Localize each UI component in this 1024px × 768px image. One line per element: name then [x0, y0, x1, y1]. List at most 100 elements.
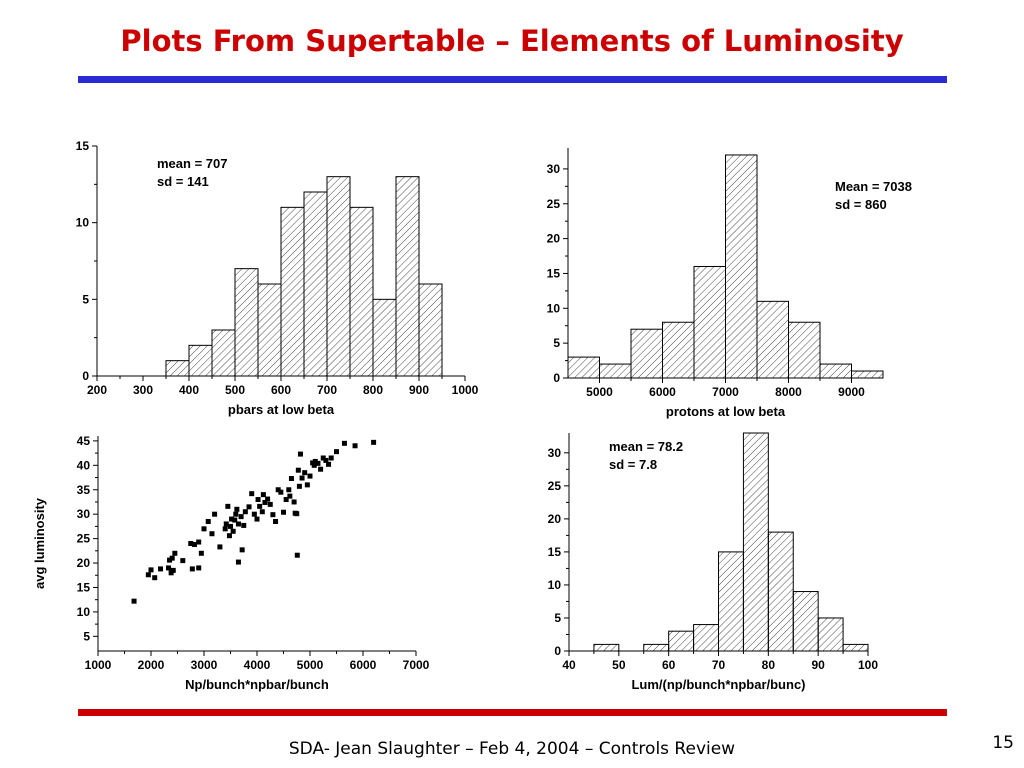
scatter-point: [260, 492, 266, 498]
y-tick-label: 35: [77, 483, 91, 497]
x-tick-label: 300: [133, 383, 153, 397]
scatter-point: [259, 509, 265, 515]
histogram-bar: [851, 370, 884, 379]
scatter-point: [294, 511, 300, 517]
histogram-bar: [725, 154, 758, 379]
scatter-point: [131, 598, 137, 604]
x-tick-label: 400: [179, 383, 199, 397]
title-divider: [78, 76, 947, 83]
x-tick-label: 7000: [712, 385, 739, 399]
histogram-bar: [326, 176, 351, 377]
scatter-point: [158, 566, 164, 572]
y-tick-label: 5: [553, 336, 560, 350]
scatter-point: [188, 541, 194, 546]
scatter-point: [152, 575, 158, 581]
y-tick-label: 10: [76, 216, 90, 230]
histogram-bar: [662, 321, 695, 379]
scatter-point: [246, 504, 252, 510]
stats-annotation: mean = 707: [157, 156, 227, 171]
y-tick-label: 30: [547, 162, 561, 176]
scatter-point: [222, 526, 228, 532]
scatter-point: [275, 487, 281, 493]
scatter-point: [315, 460, 321, 466]
histogram-bar: [372, 298, 397, 377]
x-tick-label: 900: [409, 383, 429, 397]
x-tick-label: 2000: [138, 658, 165, 672]
scatter-point: [273, 519, 279, 525]
scatter-point: [304, 482, 310, 488]
scatter-point: [287, 493, 293, 499]
x-tick-label: 50: [612, 658, 626, 672]
scatter-point: [235, 521, 241, 527]
scatter-point: [326, 461, 332, 467]
x-tick-label: 6000: [350, 658, 377, 672]
x-tick-label: 90: [811, 658, 825, 672]
scatter-point: [239, 547, 245, 553]
scatter-point: [267, 501, 273, 507]
scatter-point: [233, 511, 239, 517]
y-tick-label: 20: [548, 512, 562, 526]
stats-annotation: mean = 78.2: [609, 439, 683, 454]
scatter-point: [229, 516, 235, 522]
y-tick-label: 20: [77, 556, 91, 570]
x-axis-title: protons at low beta: [666, 404, 786, 419]
scatter-point: [217, 544, 223, 550]
y-tick-label: 10: [77, 605, 91, 619]
x-tick-label: 700: [317, 383, 337, 397]
y-tick-label: 20: [547, 232, 561, 246]
x-tick-label: 5000: [297, 658, 324, 672]
scatter-point: [295, 467, 301, 473]
scatter-point: [288, 476, 294, 482]
scatter-point: [241, 522, 247, 528]
scatter-point: [281, 509, 286, 515]
scatter-point: [262, 499, 268, 505]
scatter-point: [180, 558, 186, 564]
y-tick-label: 10: [548, 578, 562, 592]
scatter-point: [296, 483, 302, 489]
x-tick-label: 5000: [586, 385, 613, 399]
scatter-point: [265, 496, 271, 502]
scatter-point: [189, 566, 195, 572]
histogram-bar: [767, 531, 794, 652]
scatter-point: [307, 473, 313, 479]
slide-footer: SDA- Jean Slaughter – Feb 4, 2004 – Cont…: [288, 739, 736, 759]
x-tick-label: 80: [762, 658, 776, 672]
x-tick-label: 100: [858, 658, 878, 672]
footer-divider: [78, 709, 947, 716]
x-tick-label: 6000: [649, 385, 676, 399]
histogram-bar: [788, 321, 821, 379]
x-tick-label: 60: [662, 658, 676, 672]
histogram-bar: [842, 643, 869, 652]
scatter-point: [294, 552, 300, 558]
scatter-point: [223, 521, 229, 527]
histogram-bar: [693, 624, 719, 652]
histogram-bar: [349, 206, 374, 377]
page-number: 15: [992, 733, 1014, 753]
stats-annotation: sd = 7.8: [609, 457, 657, 472]
x-tick-label: 600: [271, 383, 291, 397]
scatter-point: [228, 523, 233, 529]
scatter-point: [232, 517, 238, 523]
x-tick-label: 1000: [452, 383, 479, 397]
scatter-point: [297, 451, 303, 457]
histogram-bar: [395, 176, 420, 377]
histogram-bar: [668, 630, 695, 652]
x-tick-label: 1000: [85, 658, 112, 672]
protons-histogram: 0 5 10 15 20 25 30 5000 6000 7000 8000 9000 protons …: [547, 148, 912, 419]
scatter-point: [299, 475, 305, 481]
scatter-point: [278, 489, 284, 495]
x-tick-label: 8000: [775, 385, 802, 399]
stats-annotation: sd = 860: [835, 197, 887, 212]
scatter-point: [249, 491, 255, 497]
histogram-bar: [165, 360, 190, 377]
scatter-point: [234, 506, 240, 512]
lum-ratio-histogram: 0 5 10 15 20 25 30 40 50 60 70 80 90 100 Lum/(np/bunch…: [548, 432, 878, 692]
y-tick-label: 45: [77, 434, 91, 448]
scatter-point: [235, 559, 241, 565]
x-tick-label: 40: [562, 658, 576, 672]
y-tick-label: 5: [83, 629, 90, 643]
scatter-point: [328, 455, 334, 461]
y-tick-label: 15: [547, 266, 561, 280]
y-tick-label: 15: [76, 139, 90, 153]
scatter-point: [320, 455, 326, 461]
